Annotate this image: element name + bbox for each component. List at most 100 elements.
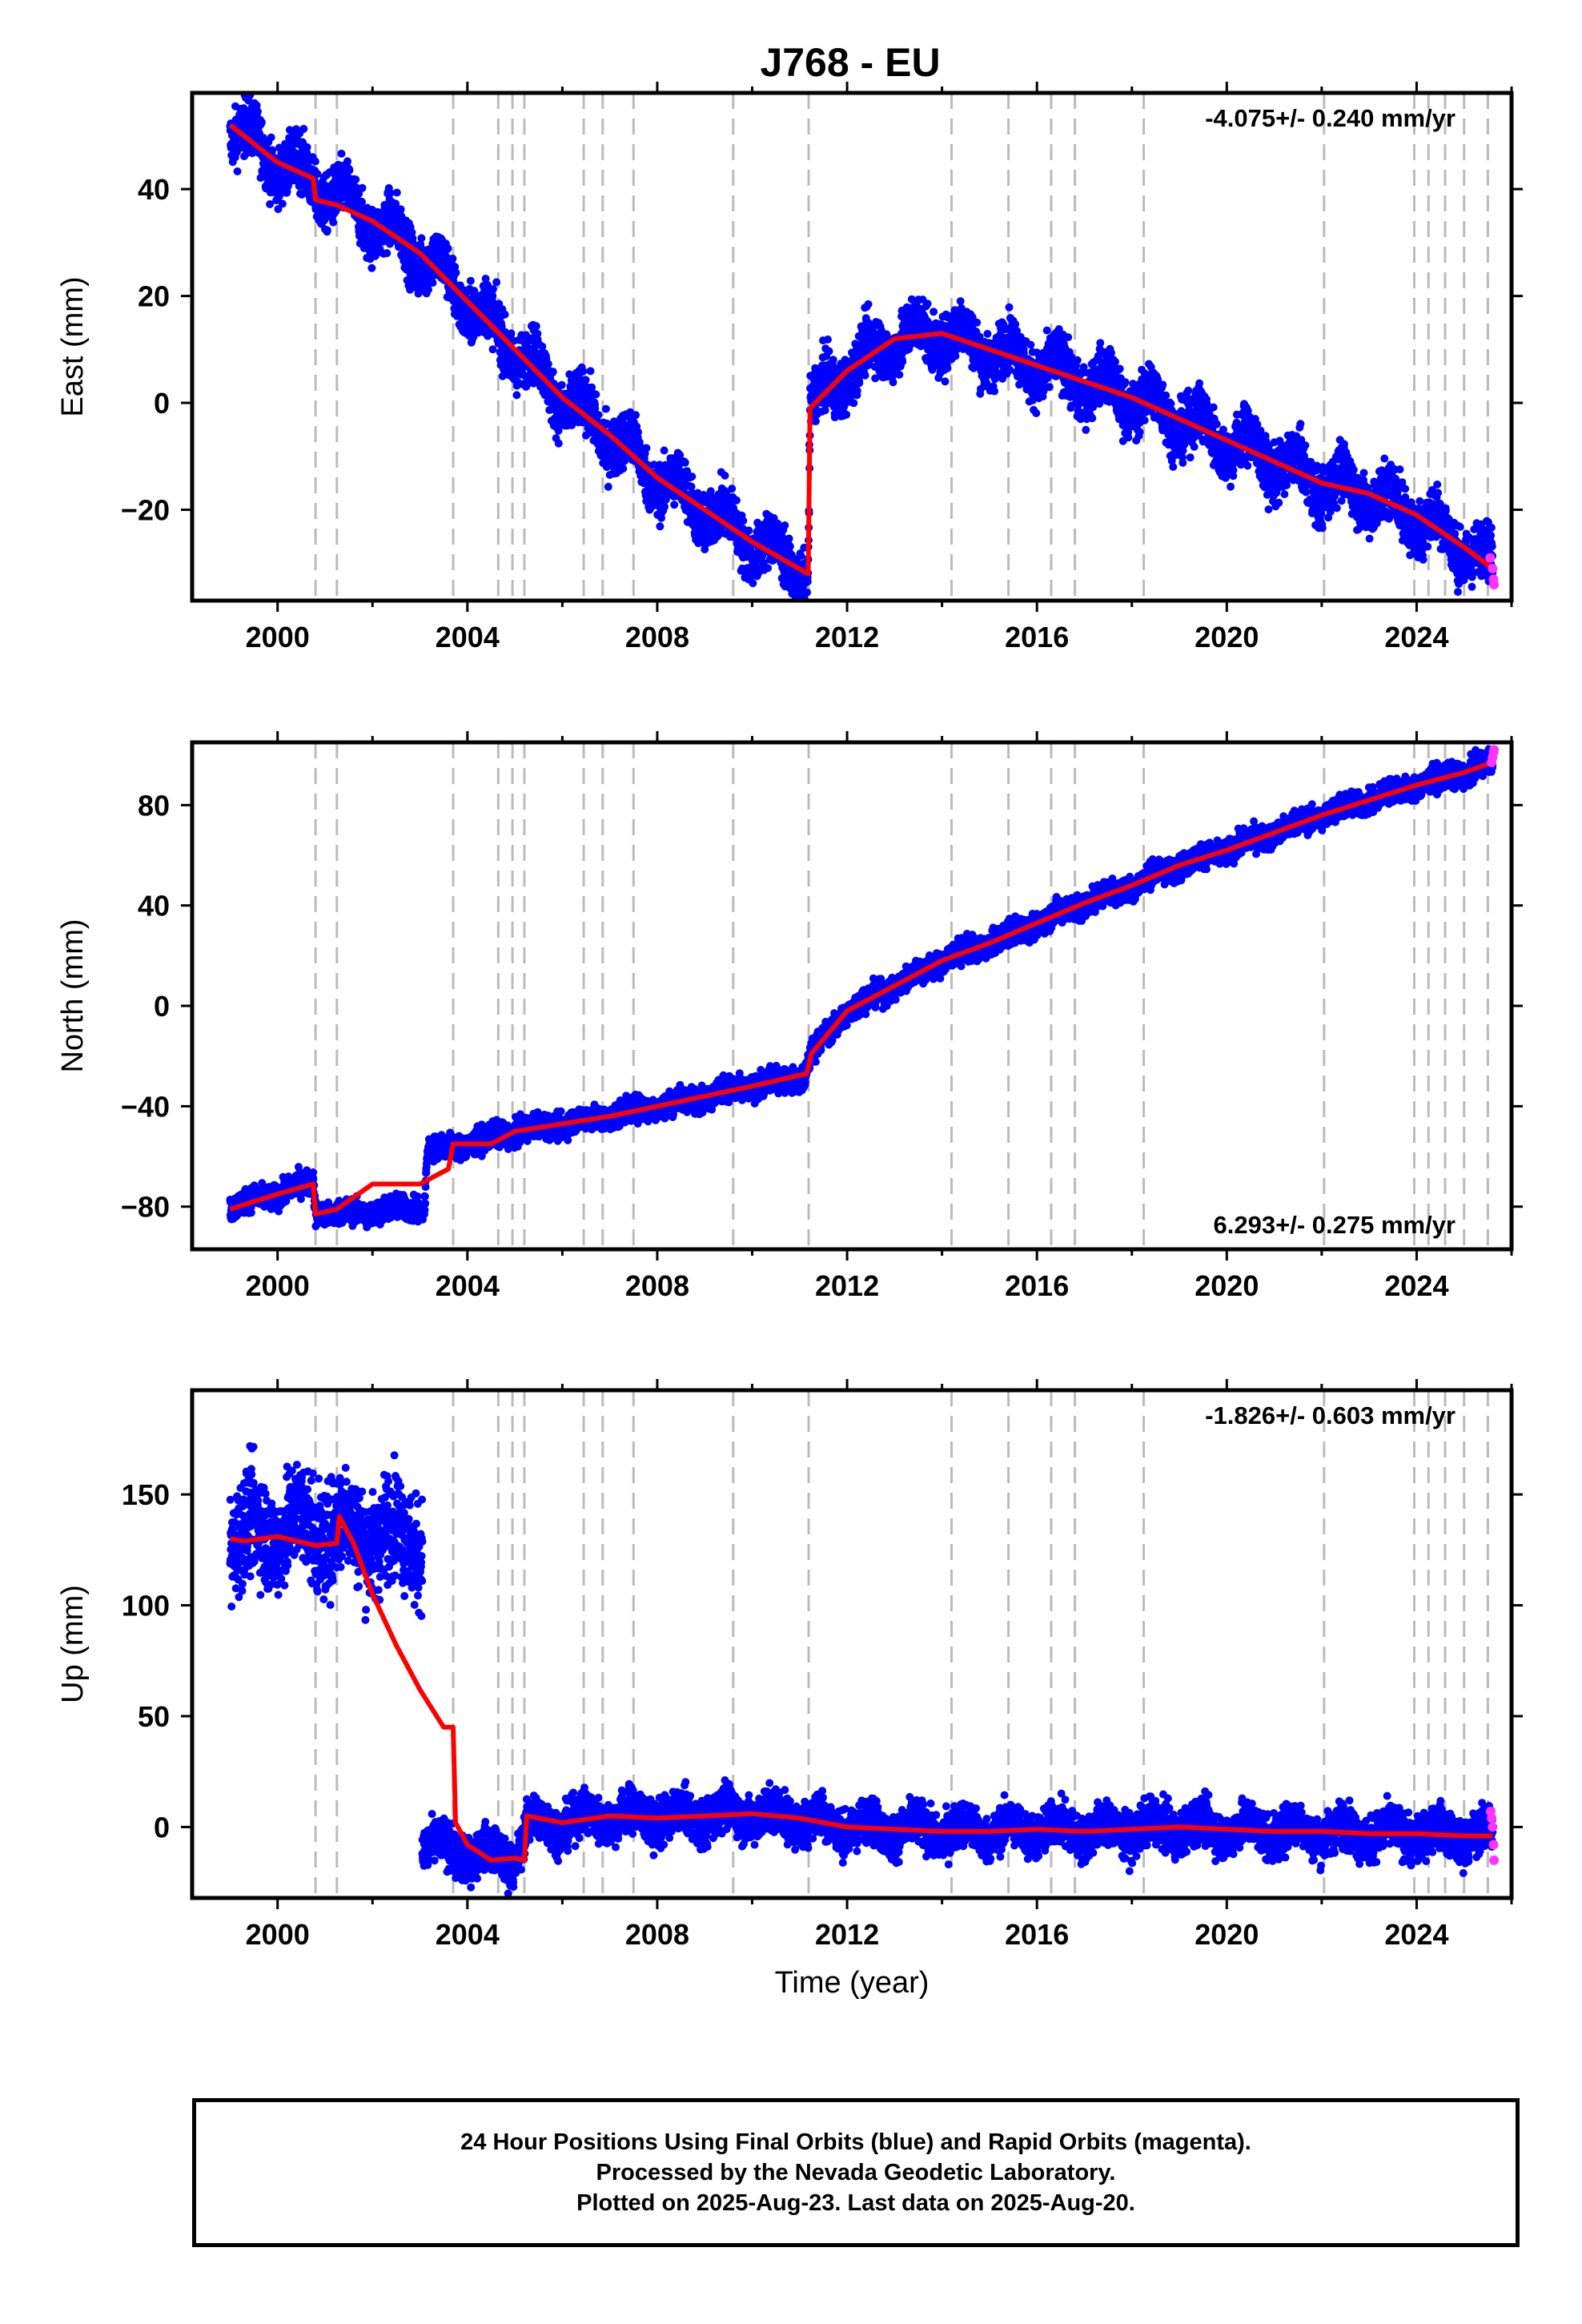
final-orbit-point bbox=[507, 329, 516, 338]
final-orbit-point bbox=[367, 263, 376, 272]
final-orbit-point bbox=[481, 275, 490, 283]
final-orbit-point bbox=[796, 603, 804, 611]
final-orbit-point bbox=[604, 482, 612, 491]
final-orbit-point bbox=[1045, 383, 1054, 392]
final-orbit-point bbox=[383, 249, 391, 258]
final-orbit-point bbox=[548, 368, 557, 376]
final-orbit-point bbox=[855, 379, 864, 388]
final-orbit-point bbox=[274, 205, 283, 214]
final-orbit-point bbox=[619, 464, 628, 473]
final-orbit-point bbox=[956, 297, 965, 306]
final-orbit-point bbox=[1026, 340, 1035, 349]
final-orbit-point bbox=[266, 200, 275, 208]
final-orbit-point bbox=[721, 471, 729, 480]
plot-area bbox=[226, 93, 1500, 614]
final-orbit-point bbox=[267, 133, 275, 142]
final-orbit-point bbox=[1088, 414, 1097, 423]
final-orbit-point bbox=[728, 485, 737, 493]
final-orbit-point bbox=[1011, 320, 1020, 328]
final-orbit-point bbox=[408, 234, 417, 243]
final-orbit-point bbox=[1121, 378, 1130, 387]
final-orbit-point bbox=[557, 380, 566, 389]
final-orbit-point bbox=[581, 376, 590, 384]
final-orbit-point bbox=[657, 513, 665, 522]
final-orbit-point bbox=[554, 439, 563, 448]
final-orbit-point bbox=[632, 411, 640, 420]
final-orbit-point bbox=[337, 149, 346, 158]
final-orbit-point bbox=[842, 410, 851, 419]
final-orbit-point bbox=[811, 417, 820, 426]
final-orbit-point bbox=[739, 517, 748, 525]
final-orbit-point bbox=[512, 391, 521, 400]
final-orbit-point bbox=[343, 157, 351, 166]
final-orbit-point bbox=[764, 564, 773, 573]
final-orbit-point bbox=[358, 183, 367, 192]
final-orbit-point bbox=[544, 360, 552, 368]
final-orbit-point bbox=[424, 285, 432, 294]
final-orbit-point bbox=[452, 268, 460, 277]
final-orbit-point bbox=[386, 189, 395, 197]
final-orbit-point bbox=[391, 199, 400, 208]
final-orbit-point bbox=[825, 347, 833, 356]
final-orbit-point bbox=[803, 588, 812, 597]
final-orbit-point bbox=[601, 404, 610, 413]
final-orbit-point bbox=[829, 356, 837, 364]
final-orbit-point bbox=[345, 166, 354, 175]
final-orbit-point bbox=[253, 107, 262, 116]
final-orbit-point bbox=[1111, 357, 1119, 366]
final-orbit-point bbox=[1032, 409, 1041, 417]
final-orbit-point bbox=[396, 205, 405, 214]
final-orbit-point bbox=[351, 175, 360, 184]
final-orbit-point bbox=[1096, 339, 1105, 348]
final-orbit-point bbox=[417, 234, 426, 243]
final-orbit-point bbox=[1042, 326, 1051, 335]
final-orbit-point bbox=[821, 406, 829, 415]
final-orbit-point bbox=[444, 244, 452, 253]
final-orbit-point bbox=[538, 342, 547, 351]
final-orbit-point bbox=[745, 526, 753, 535]
final-orbit-point bbox=[233, 167, 242, 175]
final-orbit-point bbox=[498, 372, 507, 380]
final-orbit-point bbox=[323, 226, 331, 235]
final-orbit-point bbox=[943, 364, 952, 372]
final-orbit-point bbox=[797, 551, 805, 560]
final-orbit-point bbox=[303, 143, 311, 151]
final-orbit-point bbox=[239, 104, 248, 113]
final-orbit-point bbox=[930, 308, 938, 316]
final-orbit-point bbox=[642, 444, 651, 452]
final-orbit-point bbox=[579, 367, 588, 376]
final-orbit-point bbox=[532, 322, 540, 331]
final-orbit-point bbox=[1073, 356, 1082, 364]
final-orbit-point bbox=[941, 377, 950, 386]
final-orbit-point bbox=[781, 521, 789, 529]
final-orbit-point bbox=[488, 345, 497, 354]
panel-1: 2000 2004 2008 2012 2016 2020 2024−2002040East… bbox=[56, 82, 1523, 653]
final-orbit-point bbox=[1115, 364, 1124, 373]
final-orbit-point bbox=[898, 357, 907, 366]
final-orbit-point bbox=[466, 276, 475, 285]
final-orbit-point bbox=[1107, 348, 1115, 357]
final-orbit-point bbox=[688, 472, 697, 481]
final-orbit-point bbox=[864, 300, 873, 308]
final-orbit-point bbox=[592, 390, 600, 399]
final-orbit-point bbox=[252, 101, 261, 110]
final-orbit-point bbox=[586, 367, 595, 376]
final-orbit-point bbox=[299, 124, 308, 133]
final-orbit-point bbox=[823, 335, 832, 344]
final-orbit-point bbox=[853, 387, 861, 396]
final-orbit-point bbox=[492, 278, 501, 287]
final-orbit-point bbox=[1064, 333, 1073, 342]
final-orbit-point bbox=[749, 579, 757, 588]
final-orbit-point bbox=[889, 378, 897, 387]
final-orbit-point bbox=[973, 318, 982, 327]
final-orbit-point bbox=[803, 602, 811, 610]
final-orbit-point bbox=[788, 605, 796, 613]
final-orbit-point bbox=[732, 496, 741, 505]
final-orbit-point bbox=[785, 534, 793, 543]
final-orbit-point bbox=[793, 606, 801, 614]
final-orbit-point bbox=[661, 502, 669, 511]
final-orbit-point bbox=[670, 501, 679, 509]
final-orbit-point bbox=[849, 399, 858, 408]
final-orbit-point bbox=[313, 170, 322, 179]
final-orbit-point bbox=[448, 254, 457, 263]
